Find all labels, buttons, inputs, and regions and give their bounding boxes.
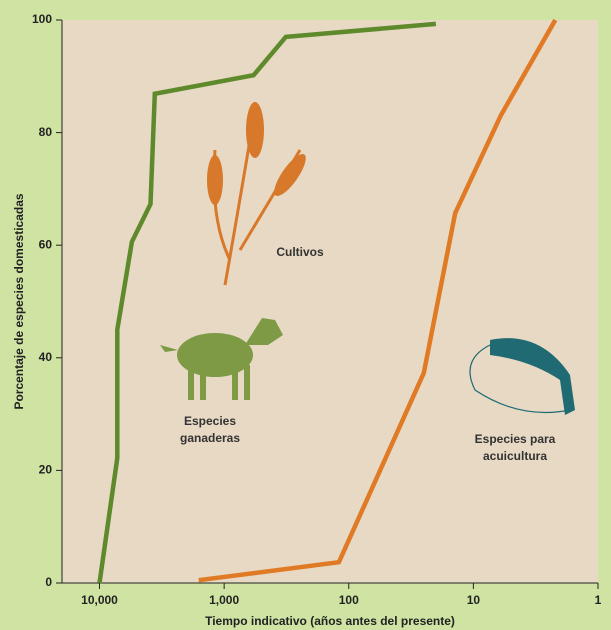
annotation: Especies para [475, 432, 556, 446]
annotation: Cultivos [276, 245, 324, 259]
annotation: ganaderas [180, 431, 240, 445]
y-tick-label: 0 [45, 575, 52, 589]
y-tick-label: 20 [39, 463, 53, 477]
x-tick-label: 10 [467, 593, 481, 607]
y-tick-label: 100 [32, 12, 52, 26]
y-axis-label: Porcentaje de especies domesticadas [12, 193, 26, 409]
page: {"chart_data": {"type": "line", "x_label… [0, 0, 611, 630]
annotation: acuicultura [483, 449, 547, 463]
x-tick-label: 1 [595, 593, 602, 607]
annotation: Especies [184, 414, 236, 428]
x-tick-label: 10,000 [81, 593, 118, 607]
y-tick-label: 60 [39, 237, 53, 251]
x-axis-label: Tiempo indicativo (años antes del presen… [205, 614, 455, 628]
x-tick-label: 100 [339, 593, 359, 607]
x-tick-label: 1,000 [209, 593, 239, 607]
chart: 0 20 40 60 80 100 10,000 1,000 100 10 1 Tiempo indi… [0, 0, 611, 630]
y-tick-label: 40 [39, 350, 53, 364]
y-tick-label: 80 [39, 125, 53, 139]
plot-area [62, 20, 598, 583]
